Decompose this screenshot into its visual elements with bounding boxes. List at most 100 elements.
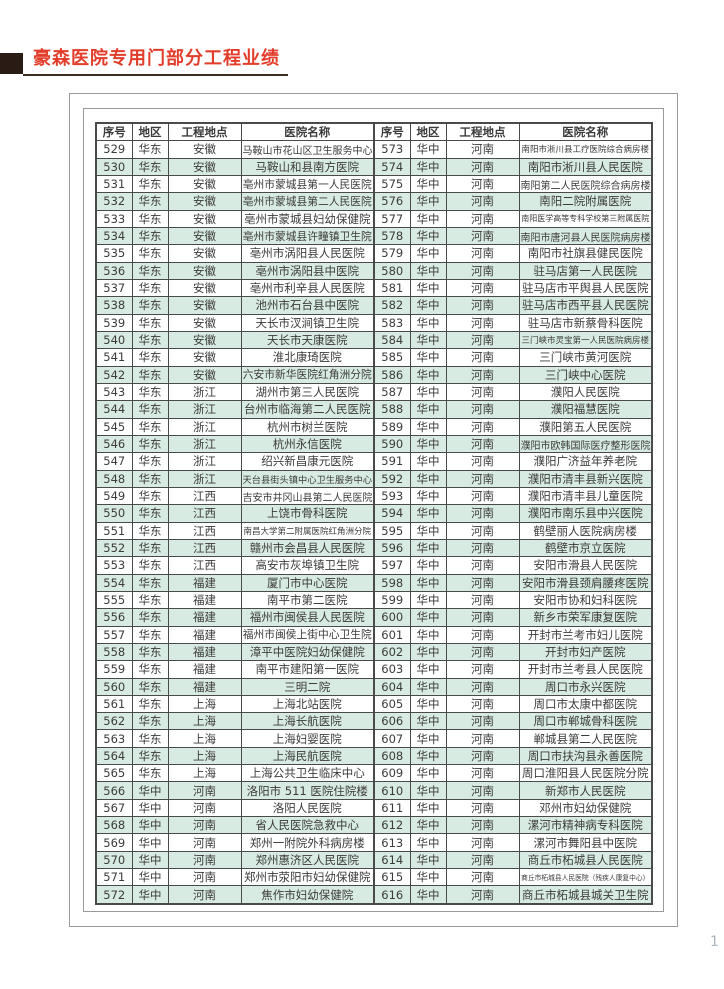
cell-location: 河南 xyxy=(167,885,242,905)
cell-location: 河南 xyxy=(445,261,520,280)
cell-hospital-name: 高安市灰埠镇卫生院 xyxy=(240,556,375,575)
cell-region: 华中 xyxy=(409,746,447,766)
table-row: 583 华中 河南 驻马店市新蔡骨科医院 xyxy=(373,313,653,332)
cell-hospital-name: 三门峡中心医院 xyxy=(518,365,653,384)
cell-location: 安徽 xyxy=(167,313,242,332)
table-row: 541 华东 安徽 淮北康琦医院 xyxy=(95,348,375,367)
cell-serial: 539 xyxy=(95,313,133,332)
cell-hospital-name: 上海公共卫生临床中心 xyxy=(240,764,375,783)
table-row: 549 华东 江西 吉安市井冈山县第二人民医院 xyxy=(95,486,375,506)
cell-region: 华东 xyxy=(131,677,169,696)
cell-region: 华中 xyxy=(409,868,447,887)
cell-hospital-name: 厦门市中心医院 xyxy=(240,573,375,592)
cell-serial: 615 xyxy=(373,868,411,887)
col-header-location: 工程地点 xyxy=(167,122,242,142)
cell-region: 华中 xyxy=(409,469,447,488)
cell-location: 河南 xyxy=(445,590,520,610)
cell-location: 河南 xyxy=(167,833,242,852)
table-row: 600 华中 河南 新乡市荣军康复医院 xyxy=(373,608,653,627)
cell-serial: 604 xyxy=(373,677,411,696)
cell-region: 华中 xyxy=(131,816,169,835)
cell-hospital-name: 吉安市井冈山县第二人民医院 xyxy=(240,486,375,506)
cell-serial: 597 xyxy=(373,556,411,575)
cell-serial: 529 xyxy=(95,140,133,159)
cell-hospital-name: 天长市汊涧镇卫生院 xyxy=(240,313,375,332)
table-row: 568 华中 河南 省人民医院急救中心 xyxy=(95,816,375,835)
cell-hospital-name: 濮阳市欧韩国际医疗整形医院 xyxy=(518,434,653,454)
projects-table-right: 序号 地区 工程地点 医院名称 573 华中 河南 南阳市淅川县工疗医院综合病房… xyxy=(373,122,653,905)
cell-location: 安徽 xyxy=(167,244,242,263)
cell-location: 河南 xyxy=(445,278,520,298)
cell-region: 华中 xyxy=(409,538,447,558)
cell-location: 河南 xyxy=(445,157,520,176)
cell-hospital-name: 池州市石台县中医院 xyxy=(240,296,375,315)
cell-region: 华中 xyxy=(409,174,447,194)
cell-region: 华中 xyxy=(409,729,447,748)
table-row: 538 华东 安徽 池州市石台县中医院 xyxy=(95,296,375,315)
cell-location: 河南 xyxy=(445,816,520,835)
table-row: 580 华中 河南 驻马店第一人民医院 xyxy=(373,261,653,280)
cell-serial: 609 xyxy=(373,764,411,783)
table-row: 554 华东 福建 厦门市中心医院 xyxy=(95,573,375,592)
cell-region: 华中 xyxy=(409,244,447,263)
cell-location: 浙江 xyxy=(167,382,242,402)
cell-hospital-name: 南平市建阳第一医院 xyxy=(240,660,375,679)
cell-hospital-name: 驻马店市西平县人民医院 xyxy=(518,296,653,315)
cell-serial: 546 xyxy=(95,434,133,454)
table-row: 533 华东 安徽 亳州市蒙城县妇幼保健院 xyxy=(95,209,375,228)
cell-region: 华中 xyxy=(409,885,447,905)
cell-location: 河南 xyxy=(445,625,520,644)
cell-region: 华中 xyxy=(409,556,447,575)
table-row: 550 华东 江西 上饶市骨科医院 xyxy=(95,504,375,523)
table-row: 561 华东 上海 上海北站医院 xyxy=(95,694,375,714)
cell-location: 安徽 xyxy=(167,296,242,315)
cell-location: 河南 xyxy=(445,192,520,211)
cell-serial: 583 xyxy=(373,313,411,332)
cell-hospital-name: 省人民医院急救中心 xyxy=(240,816,375,835)
cell-hospital-name: 南阳第二人民医院综合病房楼 xyxy=(518,174,653,194)
cell-hospital-name: 周口市太康中都医院 xyxy=(518,694,653,714)
cell-serial: 571 xyxy=(95,868,133,887)
table-header-row: 序号 地区 工程地点 医院名称 xyxy=(95,122,375,142)
cell-location: 河南 xyxy=(445,348,520,367)
cell-hospital-name: 新乡市荣军康复医院 xyxy=(518,608,653,627)
cell-hospital-name: 洛阳人民医院 xyxy=(240,798,375,818)
cell-region: 华中 xyxy=(409,192,447,211)
cell-serial: 538 xyxy=(95,296,133,315)
cell-hospital-name: 台州市临海第二人民医院 xyxy=(240,400,375,419)
cell-location: 江西 xyxy=(167,538,242,558)
table-row: 565 华东 上海 上海公共卫生临床中心 xyxy=(95,764,375,783)
cell-serial: 588 xyxy=(373,400,411,419)
cell-serial: 533 xyxy=(95,209,133,228)
cell-hospital-name: 商丘市柘城县人民医院（残疾人康复中心） xyxy=(518,868,653,887)
table-row: 603 华中 河南 开封市兰考县人民医院 xyxy=(373,660,653,679)
cell-region: 华中 xyxy=(131,833,169,852)
cell-location: 河南 xyxy=(445,400,520,419)
cell-region: 华东 xyxy=(131,330,169,350)
cell-serial: 556 xyxy=(95,608,133,627)
cell-location: 河南 xyxy=(445,573,520,592)
cell-region: 华中 xyxy=(131,781,169,800)
cell-serial: 611 xyxy=(373,798,411,818)
cell-serial: 536 xyxy=(95,261,133,280)
cell-hospital-name: 开封市妇产医院 xyxy=(518,642,653,662)
cell-region: 华东 xyxy=(131,261,169,280)
cell-hospital-name: 周口淮阳县人民医院分院 xyxy=(518,764,653,783)
cell-serial: 544 xyxy=(95,400,133,419)
cell-location: 河南 xyxy=(167,816,242,835)
cell-region: 华东 xyxy=(131,140,169,159)
table-row: 560 华东 福建 三明二院 xyxy=(95,677,375,696)
cell-serial: 575 xyxy=(373,174,411,194)
table-row: 604 华中 河南 周口市永兴医院 xyxy=(373,677,653,696)
cell-location: 安徽 xyxy=(167,278,242,298)
cell-region: 华中 xyxy=(409,833,447,852)
cell-serial: 573 xyxy=(373,140,411,159)
table-row: 594 华中 河南 濮阳市南乐县中兴医院 xyxy=(373,504,653,523)
cell-region: 华中 xyxy=(409,382,447,402)
cell-serial: 572 xyxy=(95,885,133,905)
cell-region: 华中 xyxy=(409,157,447,176)
cell-hospital-name: 绍兴新昌康元医院 xyxy=(240,452,375,471)
cell-region: 华东 xyxy=(131,608,169,627)
table-row: 567 华中 河南 洛阳人民医院 xyxy=(95,798,375,818)
table-row: 553 华东 江西 高安市灰埠镇卫生院 xyxy=(95,556,375,575)
